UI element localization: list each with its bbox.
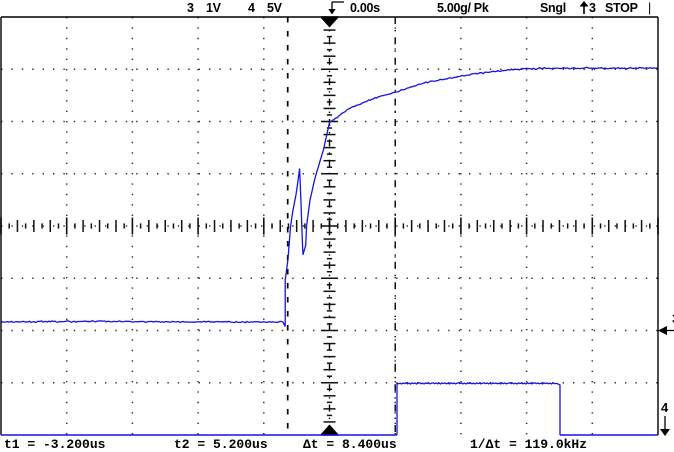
svg-text:4: 4	[661, 400, 669, 415]
